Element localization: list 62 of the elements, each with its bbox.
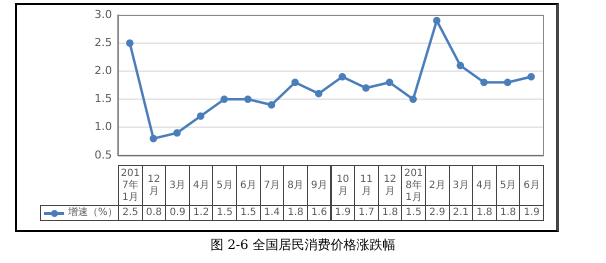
data-label: 1.9 — [519, 205, 544, 221]
x-tick-label: 7月 — [260, 165, 284, 206]
data-label: 0.9 — [165, 205, 190, 221]
x-tick-label: 8月 — [283, 165, 308, 206]
point — [527, 73, 535, 81]
point — [291, 78, 299, 86]
point — [409, 95, 417, 103]
x-tick-label: 2017年1月 — [118, 165, 143, 206]
y-tick-label: 1.5 — [94, 92, 112, 106]
point — [504, 78, 512, 86]
x-tick-label: 4月 — [188, 165, 214, 206]
point — [314, 90, 322, 98]
data-label: 1.5 — [236, 205, 261, 221]
point — [362, 84, 370, 92]
x-tick-label: 12月 — [142, 165, 166, 206]
x-tick-label: 3月 — [165, 165, 190, 206]
data-label: 0.8 — [142, 205, 166, 221]
data-label: 1.8 — [283, 205, 308, 221]
y-tick-label: 2.0 — [94, 64, 112, 78]
point — [480, 78, 488, 86]
data-label: 1.6 — [306, 205, 332, 221]
x-tick-label: 10月 — [330, 165, 356, 206]
point — [196, 112, 204, 120]
x-tick-label: 11月 — [354, 165, 379, 206]
x-tick-label: 2018年1月 — [401, 165, 426, 206]
x-tick-label: 4月 — [472, 165, 497, 206]
data-label: 1.8 — [472, 205, 497, 221]
x-tick-label: 9月 — [306, 165, 332, 206]
x-tick-label: 6月 — [236, 165, 261, 206]
point — [268, 101, 276, 109]
x-tick-label: 5月 — [496, 165, 520, 206]
point — [386, 78, 394, 86]
legend-label: 增速（%） — [68, 207, 118, 219]
point — [433, 16, 440, 24]
point — [173, 129, 181, 137]
data-label: 1.2 — [188, 205, 214, 221]
data-label: 2.9 — [424, 205, 450, 221]
x-tick-label: 3月 — [448, 165, 474, 206]
point — [220, 95, 228, 103]
y-tick-label: 0.5 — [94, 148, 112, 162]
point — [338, 73, 346, 81]
point — [150, 134, 158, 142]
data-label: 1.5 — [401, 205, 426, 221]
x-tick-label: 6月 — [519, 165, 544, 206]
data-label: 2.1 — [448, 205, 474, 221]
y-tick-label: 3.0 — [94, 8, 112, 21]
point — [456, 62, 464, 70]
data-label: 1.4 — [260, 205, 284, 221]
text: 图 2-6 全国居民消费价格涨跌幅 — [209, 237, 397, 254]
x-tick-label: 12月 — [378, 165, 402, 206]
point — [126, 39, 134, 47]
data-label: 1.8 — [378, 205, 402, 221]
data-label: 2.5 — [118, 205, 143, 221]
data-label: 1.8 — [496, 205, 520, 221]
data-label: 1.9 — [330, 205, 356, 221]
y-tick-label: 2.5 — [94, 36, 112, 49]
point — [244, 95, 252, 103]
y-tick-label: 1.0 — [94, 120, 112, 134]
data-label: 1.7 — [354, 205, 379, 221]
data-label: 1.5 — [212, 205, 238, 221]
x-tick-label: 2月 — [424, 165, 450, 206]
x-tick-label: 5月 — [212, 165, 238, 206]
